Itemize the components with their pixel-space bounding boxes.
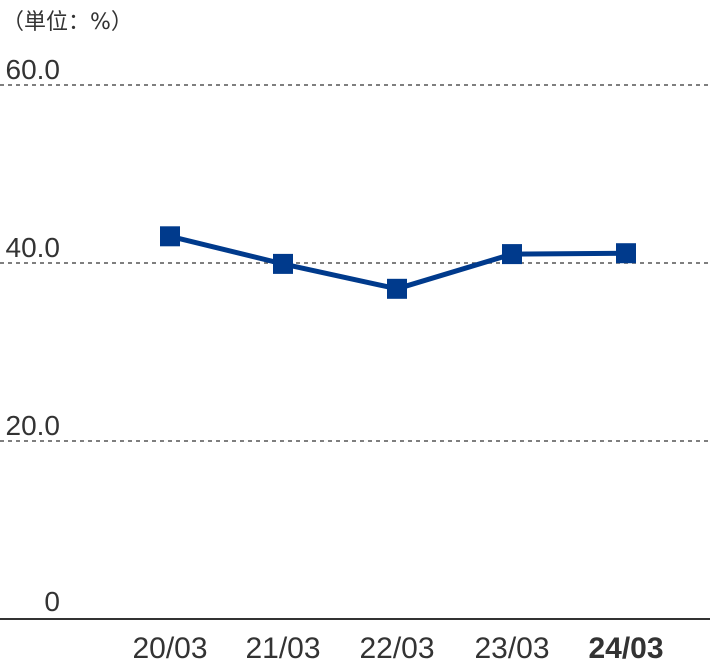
data-point-marker bbox=[616, 243, 636, 264]
x-tick-label: 22/03 bbox=[359, 632, 434, 660]
series-layer bbox=[160, 226, 636, 299]
y-tick-label: 0 bbox=[44, 586, 60, 617]
x-tick-label: 21/03 bbox=[245, 632, 320, 660]
y-tick-label: 60.0 bbox=[6, 54, 61, 85]
data-point-marker bbox=[387, 278, 407, 299]
data-point-marker bbox=[160, 226, 180, 247]
x-axis-ticks: 20/03 21/03 22/03 23/03 24/03 bbox=[132, 632, 663, 660]
y-tick-label: 40.0 bbox=[6, 232, 61, 263]
data-point-marker bbox=[273, 253, 293, 274]
unit-label: （単位：%） bbox=[2, 10, 133, 35]
x-tick-label: 24/03 bbox=[588, 632, 663, 660]
x-tick-label: 20/03 bbox=[132, 632, 207, 660]
data-point-marker bbox=[502, 244, 522, 265]
y-tick-label: 20.0 bbox=[6, 410, 61, 441]
y-axis-ticks: 0 20.0 40.0 60.0 bbox=[6, 54, 61, 617]
x-tick-label: 23/03 bbox=[474, 632, 549, 660]
grid-layer bbox=[0, 84, 710, 442]
